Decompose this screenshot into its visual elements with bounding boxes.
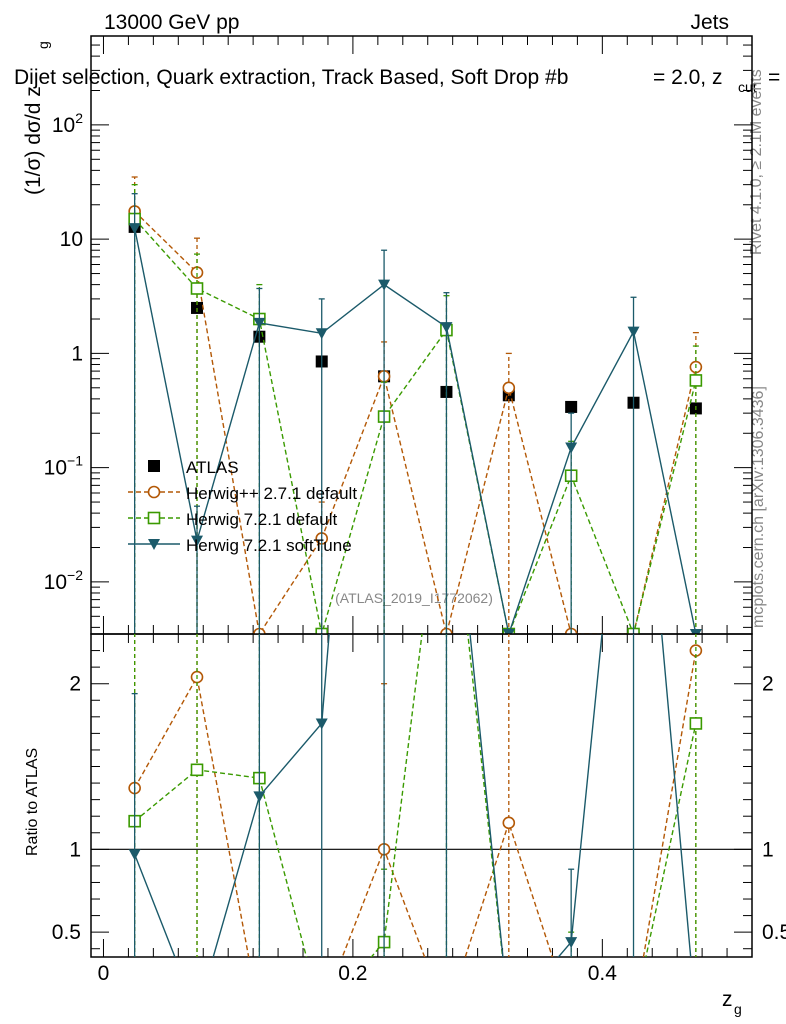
ratio-point-softtune (565, 937, 578, 949)
ratio-frame (90, 633, 753, 958)
ratio-ylabel: Ratio to ATLAS (24, 748, 41, 856)
ratio-line-softtune (133, 634, 692, 957)
ratio-point-herwig721 (689, 717, 703, 730)
point-softtune (128, 223, 141, 235)
series-line-softtune (133, 227, 697, 634)
main-ylabel: (1/σ) dσ/d z (22, 86, 45, 195)
ratio-xtick-label: 0.4 (588, 962, 618, 985)
point-herwig721 (689, 374, 703, 387)
legend-marker-herwigpp (147, 485, 161, 499)
main-ytick-base: 10 (44, 457, 67, 480)
xlabel: z (722, 988, 733, 1011)
point-softtune (191, 535, 204, 547)
point-softtune (378, 279, 391, 291)
point-softtune (440, 322, 453, 334)
series-line-herwig721 (134, 218, 697, 634)
plot-title-tail: = 2.0, z (653, 66, 722, 89)
ratio-xtick-label: 0 (98, 962, 110, 985)
ratio-ytick-label-right: 2 (762, 673, 774, 696)
point-atlas (565, 400, 578, 413)
legend-label-herwigpp: Herwig++ 2.7.1 default (186, 484, 357, 503)
ratio-ytick-label: 1 (69, 838, 81, 861)
legend-label-herwig721: Herwig 7.2.1 default (186, 510, 337, 529)
legend-marker-softtune (148, 539, 160, 550)
main-ytick-label: 10−1 (44, 453, 84, 480)
series-herwigpp (128, 176, 703, 634)
point-softtune (253, 317, 266, 329)
plot-title: Dijet selection, Quark extraction, Track… (14, 66, 568, 89)
point-softtune (565, 442, 578, 454)
ratio-point-herwig721 (190, 763, 204, 777)
point-softtune (502, 629, 515, 634)
ratio-point-softtune (128, 849, 141, 861)
point-softtune (627, 326, 640, 338)
point-atlas (191, 301, 204, 314)
ratio-point-softtune (253, 791, 266, 803)
ratio-xtick-label: 0.2 (338, 962, 367, 985)
series-herwig721 (128, 183, 703, 634)
ratio-point-herwigpp (502, 816, 516, 830)
ratio-ytick-label-right: 0.5 (762, 921, 786, 944)
ratio-ytick-label-right: 1 (762, 838, 774, 861)
main-ytick-label: 10−2 (44, 567, 84, 594)
legend-label-atlas: ATLAS (186, 458, 239, 477)
ratio-ytick-label: 2 (69, 673, 81, 696)
main-ytick-label: 1 (71, 342, 83, 365)
main-ytick-exp: −2 (67, 567, 83, 583)
series-line-herwigpp (134, 210, 697, 634)
main-ytick-label: 10 (60, 228, 83, 251)
legend-label-softtune: Herwig 7.2.1 softTune (186, 536, 352, 555)
main-ytick-base: 10 (52, 114, 75, 137)
side-mcplots-label: mcplots.cern.ch [arXiv:1306.3436] (750, 386, 767, 628)
main-ytick-exp: −1 (67, 453, 83, 469)
series-atlas (128, 220, 702, 415)
main-ytick-base: 10 (44, 571, 67, 594)
ratio-panel: 0 0.2 0.4 0.5 0.5 1 1 2 2 (52, 633, 786, 985)
main-ylabel-sub: g (35, 41, 51, 49)
ratio-point-softtune (315, 718, 328, 730)
header-jets: Jets (690, 11, 729, 34)
point-herwigpp (502, 381, 516, 395)
side-rivet-label: Rivet 4.1.0, ≥ 2.1M events (748, 69, 765, 255)
ratio-line-herwig721 (134, 634, 697, 957)
legend-marker-herwig721 (147, 511, 161, 525)
plot-title-end: = (768, 66, 780, 89)
point-softtune (315, 328, 328, 340)
legend: ATLAS Herwig++ 2.7.1 default Herwig 7.2.1 … (128, 458, 357, 555)
main-ytick-exp: 2 (75, 110, 83, 126)
xlabel-sub: g (734, 1001, 742, 1017)
header-energy: 13000 GeV pp (104, 11, 239, 34)
analysis-watermark: (ATLAS_2019_I1772062) (335, 590, 493, 606)
ratio-line-herwigpp (134, 650, 697, 957)
ratio-series-softtune (128, 634, 692, 957)
ratio-data (128, 634, 703, 957)
ratio-series-herwigpp (128, 634, 703, 957)
series-softtune (128, 193, 702, 634)
main-ytick-label: 102 (52, 110, 83, 137)
point-herwig721 (190, 282, 204, 295)
ratio-ytick-label: 0.5 (52, 921, 81, 944)
main-data (128, 176, 703, 634)
legend-marker-atlas (148, 460, 160, 472)
point-softtune (689, 629, 702, 634)
